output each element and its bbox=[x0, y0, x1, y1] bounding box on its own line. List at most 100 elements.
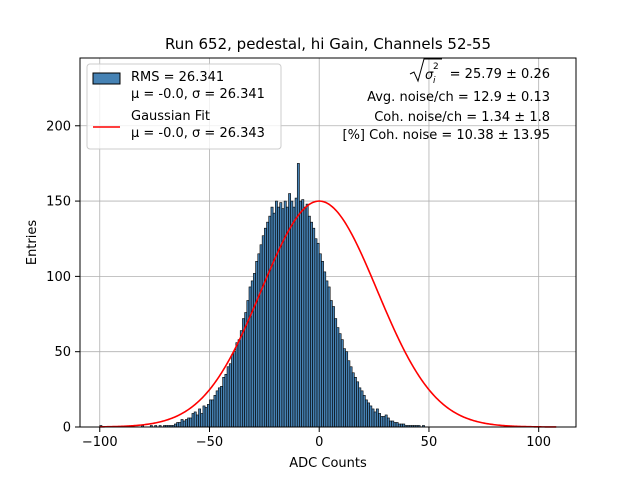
histogram-bar bbox=[198, 408, 202, 428]
histogram-bar bbox=[296, 163, 300, 428]
histogram-bar bbox=[242, 318, 245, 428]
histogram-bar bbox=[354, 376, 357, 428]
x-tick-label: 50 bbox=[421, 435, 438, 450]
histogram-bar bbox=[367, 402, 370, 428]
histogram-bar bbox=[209, 399, 212, 428]
x-tick-label: 100 bbox=[526, 435, 551, 450]
histogram-bar bbox=[191, 413, 195, 428]
histogram-bar bbox=[272, 212, 276, 428]
chart-title: Run 652, pedestal, hi Gain, Channels 52-… bbox=[165, 35, 491, 53]
histogram-bar bbox=[248, 286, 252, 428]
histogram-bar bbox=[378, 413, 381, 428]
histogram-bar bbox=[270, 206, 274, 428]
histogram-bar bbox=[206, 404, 210, 428]
histogram-bar bbox=[314, 238, 318, 428]
legend: RMS = 26.341 μ = -0.0, σ = 26.341 Gaussi… bbox=[86, 63, 282, 150]
histogram-bar bbox=[196, 414, 199, 428]
histogram-bar bbox=[305, 203, 309, 428]
histogram-bar bbox=[275, 200, 278, 428]
histogram-bar bbox=[268, 215, 272, 428]
histogram-bar bbox=[369, 405, 373, 428]
y-tick-label: 200 bbox=[46, 119, 71, 134]
histogram-bar bbox=[312, 227, 316, 428]
histogram-bar bbox=[228, 363, 232, 428]
svg-text:i: i bbox=[433, 76, 436, 86]
histogram-bar bbox=[211, 399, 215, 428]
histogram-bar bbox=[255, 261, 259, 428]
histogram-bar bbox=[356, 381, 360, 428]
legend-histogram-patch bbox=[92, 72, 121, 85]
histogram-bar bbox=[347, 360, 351, 428]
gaussian-fit-line bbox=[99, 200, 557, 428]
histogram-bar bbox=[277, 206, 281, 428]
histogram-bar bbox=[290, 200, 294, 428]
histogram-bar bbox=[307, 215, 311, 428]
histogram-bar bbox=[373, 411, 377, 428]
histogram-bar bbox=[294, 197, 298, 428]
histogram-bar bbox=[220, 386, 223, 428]
histogram-bar bbox=[325, 280, 329, 428]
histogram-bar bbox=[395, 422, 399, 428]
histogram-bar bbox=[338, 333, 342, 428]
histogram-bar bbox=[332, 306, 335, 428]
histogram-bar bbox=[382, 416, 386, 428]
histogram-bar bbox=[250, 280, 254, 428]
histogram-bar bbox=[334, 318, 338, 428]
annotation-coh-noise-percent: [%] Coh. noise = 10.38 ± 13.95 bbox=[343, 128, 551, 143]
x-tick-label: −100 bbox=[82, 435, 118, 450]
plot-frame bbox=[79, 57, 577, 428]
legend-entry-fit-line1: Gaussian Fit bbox=[131, 109, 210, 124]
histogram-bar bbox=[351, 372, 355, 428]
histogram-bar bbox=[259, 244, 263, 428]
histogram-bar bbox=[200, 413, 204, 428]
histogram-bar bbox=[386, 417, 390, 428]
y-tick-label: 50 bbox=[54, 345, 71, 360]
histogram-bar bbox=[233, 351, 237, 428]
histogram-bar bbox=[224, 373, 228, 428]
histogram-bar bbox=[261, 235, 265, 428]
histogram-bar bbox=[336, 327, 340, 428]
histogram-bar bbox=[371, 408, 375, 428]
histogram-bar bbox=[384, 414, 388, 428]
histogram-bar bbox=[237, 339, 241, 428]
y-tick-label: 150 bbox=[46, 195, 71, 210]
histogram-bar bbox=[235, 342, 239, 428]
legend-entry-histogram-line1: RMS = 26.341 bbox=[131, 70, 224, 85]
histogram-bar bbox=[303, 206, 307, 428]
x-tick-label: 0 bbox=[315, 435, 323, 450]
histogram-bar bbox=[180, 419, 184, 428]
histogram-bar bbox=[316, 242, 320, 428]
histogram-bar bbox=[264, 227, 267, 428]
histogram-bar bbox=[340, 339, 344, 428]
y-axis-label: Entries bbox=[25, 220, 40, 266]
sqrt-sigma-symbol: σ 2 i bbox=[409, 58, 442, 86]
histogram-bar bbox=[193, 411, 197, 428]
x-tick-label: −50 bbox=[196, 435, 223, 450]
histogram-bar bbox=[204, 407, 208, 428]
x-axis-label: ADC Counts bbox=[289, 456, 367, 471]
histogram-bar bbox=[215, 390, 219, 428]
histogram-bar bbox=[329, 300, 333, 428]
svg-text:σ: σ bbox=[425, 68, 434, 83]
histogram-bar bbox=[239, 330, 243, 428]
histogram-bar bbox=[231, 354, 234, 428]
histogram-bar bbox=[257, 253, 261, 428]
histogram-bar bbox=[349, 366, 353, 428]
histogram-bar bbox=[380, 416, 384, 428]
svg-text:2: 2 bbox=[433, 62, 439, 72]
y-axis-ticks: 0 50 100 150 200 bbox=[46, 119, 80, 436]
histogram-bar bbox=[182, 420, 186, 428]
histogram-bar bbox=[222, 376, 226, 428]
histogram-bar bbox=[343, 348, 346, 428]
histogram-bar bbox=[362, 395, 366, 428]
histogram-bar bbox=[327, 286, 331, 428]
x-axis-ticks: −100 −50 0 50 100 bbox=[82, 427, 551, 450]
histogram-bar bbox=[310, 221, 313, 428]
legend-box bbox=[86, 63, 282, 150]
y-tick-label: 100 bbox=[46, 270, 71, 285]
histogram-bar bbox=[391, 420, 395, 428]
histogram-bar bbox=[189, 417, 193, 428]
histogram-bar bbox=[187, 417, 191, 428]
histogram-bar bbox=[176, 422, 180, 428]
